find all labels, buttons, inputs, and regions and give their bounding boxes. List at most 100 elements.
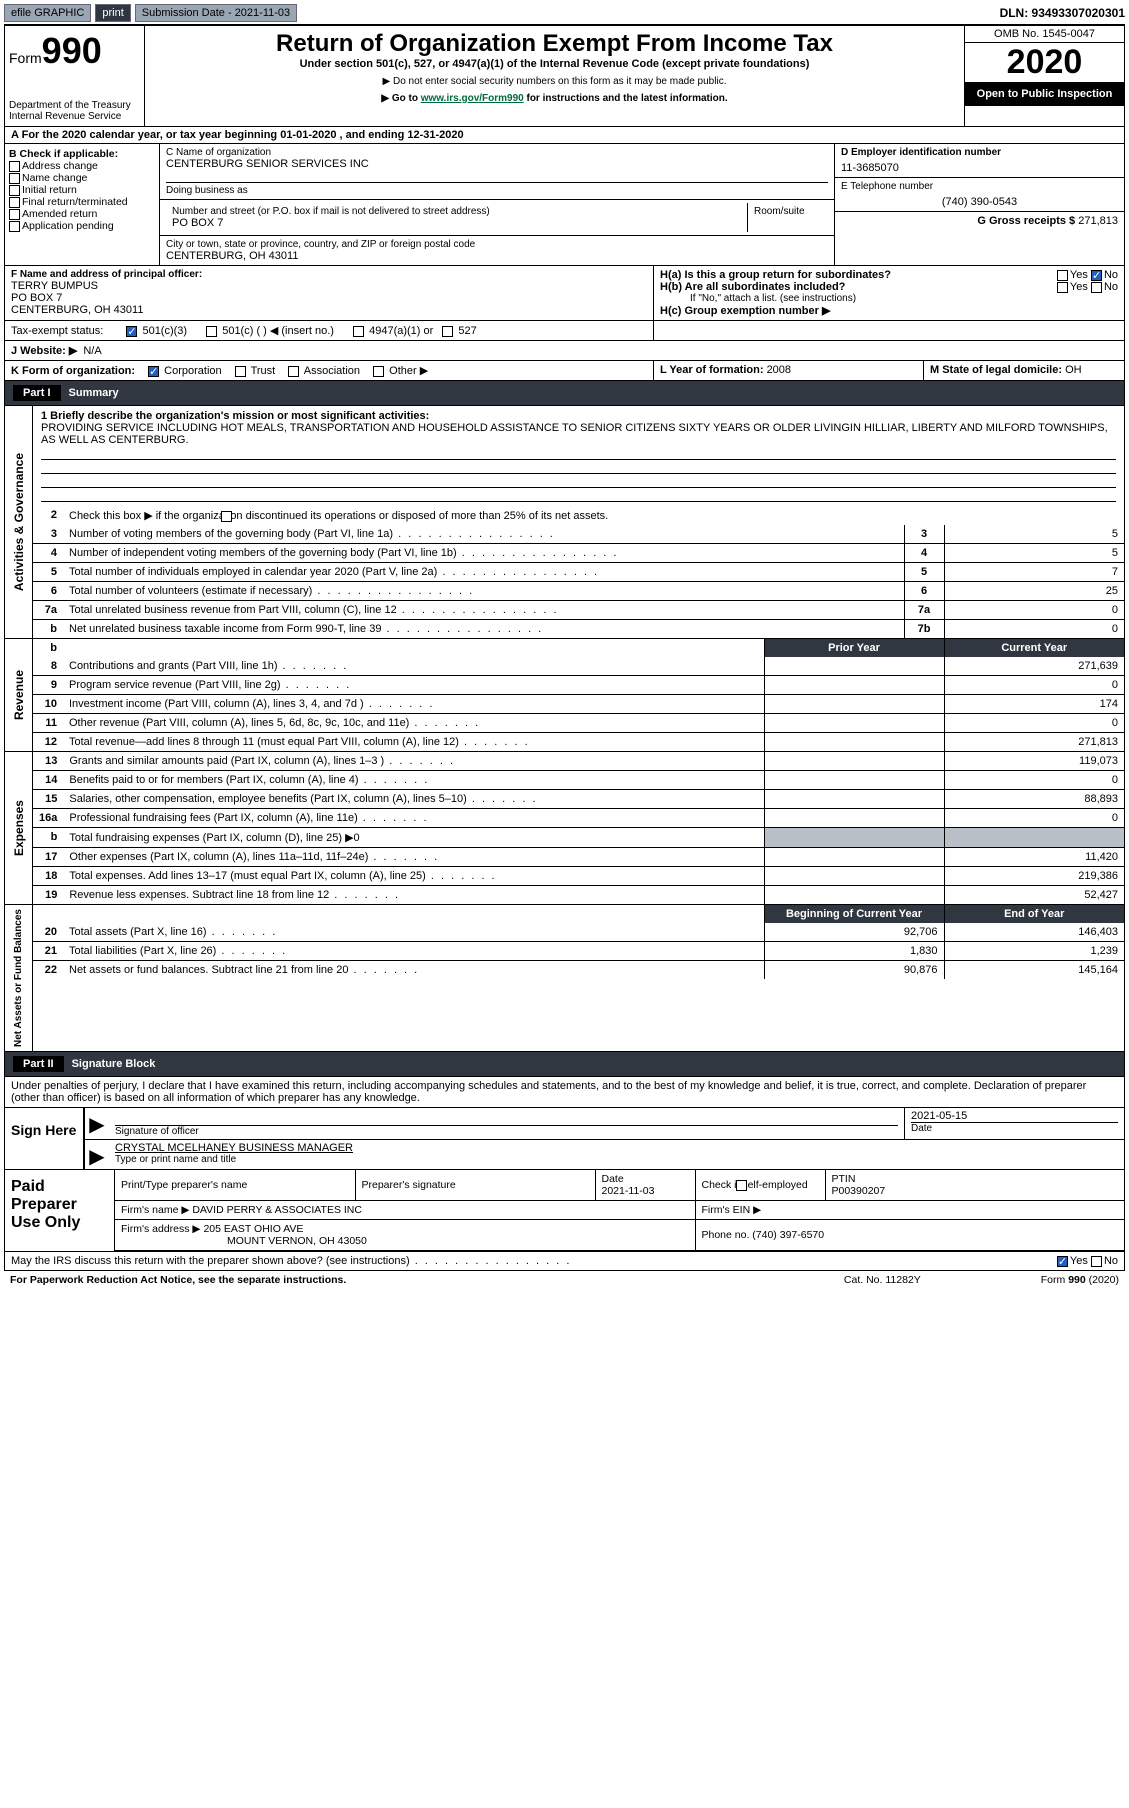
check-address-change[interactable]	[9, 161, 20, 172]
subtitle-2: ▶ Do not enter social security numbers o…	[155, 76, 954, 87]
org-name-label: C Name of organization	[166, 147, 828, 158]
ha-yes[interactable]	[1057, 270, 1068, 281]
check-final-return[interactable]	[9, 197, 20, 208]
table-row: bNet unrelated business taxable income f…	[33, 620, 1124, 639]
table-row: 6Total number of volunteers (estimate if…	[33, 582, 1124, 601]
row-j: J Website: ▶ N/A	[4, 341, 1125, 361]
row-f-h: F Name and address of principal officer:…	[4, 266, 1125, 321]
ha-no[interactable]	[1091, 270, 1102, 281]
check-trust[interactable]	[235, 366, 246, 377]
firm-name: DAVID PERRY & ASSOCIATES INC	[192, 1204, 362, 1216]
discuss-no[interactable]	[1091, 1256, 1102, 1267]
form990-link[interactable]: www.irs.gov/Form990	[421, 93, 524, 104]
website-value: N/A	[83, 345, 101, 357]
check-501c[interactable]	[206, 326, 217, 337]
check-name-change[interactable]	[9, 173, 20, 184]
table-row: 14Benefits paid to or for members (Part …	[33, 771, 1124, 790]
top-toolbar: efile GRAPHIC print Submission Date - 20…	[4, 4, 1125, 25]
section-revenue: Revenue bPrior YearCurrent Year 8Contrib…	[4, 639, 1125, 752]
dba-label: Doing business as	[166, 182, 828, 196]
section-netassets: Net Assets or Fund Balances Beginning of…	[4, 905, 1125, 1052]
revenue-label: Revenue	[10, 666, 28, 724]
hb-no[interactable]	[1091, 282, 1102, 293]
check-application-pending[interactable]	[9, 221, 20, 232]
tax-exempt-label: Tax-exempt status:	[11, 325, 103, 337]
governance-table: 3Number of voting members of the governi…	[33, 525, 1124, 638]
table-row: 11Other revenue (Part VIII, column (A), …	[33, 714, 1124, 733]
check-501c3[interactable]	[126, 326, 137, 337]
street-label: Number and street (or P.O. box if mail i…	[172, 206, 741, 217]
discuss-yes[interactable]	[1057, 1256, 1068, 1267]
officer-name: TERRY BUMPUS	[11, 280, 647, 292]
check-other[interactable]	[373, 366, 384, 377]
officer-label: F Name and address of principal officer:	[11, 269, 647, 280]
phone-label: E Telephone number	[841, 181, 1118, 192]
table-row: 12Total revenue—add lines 8 through 11 (…	[33, 733, 1124, 752]
row-a-period: A For the 2020 calendar year, or tax yea…	[4, 127, 1125, 144]
netassets-table: Beginning of Current YearEnd of Year	[33, 905, 1124, 923]
table-row: 5Total number of individuals employed in…	[33, 563, 1124, 582]
table-row: 7aTotal unrelated business revenue from …	[33, 601, 1124, 620]
table-row: 4Number of independent voting members of…	[33, 544, 1124, 563]
ptin-value: P00390207	[832, 1185, 886, 1197]
form-ref: Form 990 (2020)	[1041, 1274, 1119, 1286]
subtitle-3: ▶ Go to www.irs.gov/Form990 for instruct…	[155, 93, 954, 104]
room-suite-label: Room/suite	[748, 203, 828, 232]
table-row: 10Investment income (Part VIII, column (…	[33, 695, 1124, 714]
dept-treasury: Department of the Treasury	[9, 100, 140, 111]
form-header: Form990 Department of the Treasury Inter…	[4, 25, 1125, 127]
check-527[interactable]	[442, 326, 453, 337]
omb-number: OMB No. 1545-0047	[965, 26, 1124, 43]
subtitle-1: Under section 501(c), 527, or 4947(a)(1)…	[155, 58, 954, 70]
ein-value: 11-3685070	[841, 162, 1118, 174]
section-expenses: Expenses 13Grants and similar amounts pa…	[4, 752, 1125, 905]
section-governance: Activities & Governance 1 Briefly descri…	[4, 406, 1125, 639]
city-state-zip: CENTERBURG, OH 43011	[166, 250, 828, 262]
table-row: 17Other expenses (Part IX, column (A), l…	[33, 848, 1124, 867]
table-row: 9Program service revenue (Part VIII, lin…	[33, 676, 1124, 695]
netassets-label: Net Assets or Fund Balances	[11, 905, 26, 1051]
form-org-label: K Form of organization:	[11, 365, 135, 377]
perjury-text: Under penalties of perjury, I declare th…	[4, 1077, 1125, 1108]
check-amended-return[interactable]	[9, 209, 20, 220]
mission-label: 1 Briefly describe the organization's mi…	[41, 410, 1116, 422]
print-button[interactable]: print	[95, 4, 130, 22]
check-initial-return[interactable]	[9, 185, 20, 196]
check-self-employed[interactable]	[736, 1180, 747, 1191]
check-4947[interactable]	[353, 326, 364, 337]
year-formation: 2008	[767, 364, 791, 376]
table-row: 3Number of voting members of the governi…	[33, 525, 1124, 544]
form-number: 990	[42, 30, 102, 71]
box-b-title: B Check if applicable:	[9, 148, 155, 160]
dln-label: DLN: 93493307020301	[1000, 6, 1125, 20]
form-title: Return of Organization Exempt From Incom…	[155, 30, 954, 58]
table-row: 8Contributions and grants (Part VIII, li…	[33, 657, 1124, 676]
submission-date-pill: Submission Date - 2021-11-03	[135, 4, 297, 22]
row-i: Tax-exempt status: 501(c)(3) 501(c) ( ) …	[4, 321, 1125, 341]
website-label: J Website: ▶	[11, 344, 77, 357]
officer-print-name: CRYSTAL MCELHANEY BUSINESS MANAGER	[115, 1142, 1118, 1154]
prep-sig-hdr: Preparer's signature	[355, 1170, 595, 1201]
revenue-table: bPrior YearCurrent Year	[33, 639, 1124, 657]
type-print-label: Type or print name and title	[115, 1154, 1118, 1165]
firm-addr1: 205 EAST OHIO AVE	[203, 1223, 303, 1235]
firm-ein-label: Firm's EIN ▶	[695, 1201, 1124, 1220]
paid-preparer-block: Paid Preparer Use Only Print/Type prepar…	[4, 1170, 1125, 1252]
hb-yes[interactable]	[1057, 282, 1068, 293]
firm-phone: (740) 397-6570	[752, 1229, 824, 1241]
governance-label: Activities & Governance	[10, 449, 28, 595]
efile-button[interactable]: efile GRAPHIC	[4, 4, 91, 22]
expenses-table: 13Grants and similar amounts paid (Part …	[33, 752, 1124, 904]
prep-name-hdr: Print/Type preparer's name	[115, 1170, 355, 1201]
discuss-row: May the IRS discuss this return with the…	[4, 1252, 1125, 1271]
part2-header: Part IISignature Block	[5, 1052, 1124, 1076]
expenses-label: Expenses	[10, 796, 28, 860]
prep-date: 2021-11-03	[602, 1185, 655, 1197]
check-discontinued[interactable]	[221, 511, 232, 522]
check-corporation[interactable]	[148, 366, 159, 377]
sig-officer-label: Signature of officer	[115, 1126, 898, 1137]
form-word: Form	[9, 50, 42, 66]
gross-receipts-value: 271,813	[1078, 215, 1118, 227]
check-association[interactable]	[288, 366, 299, 377]
arrow-icon: ▶	[85, 1140, 109, 1169]
